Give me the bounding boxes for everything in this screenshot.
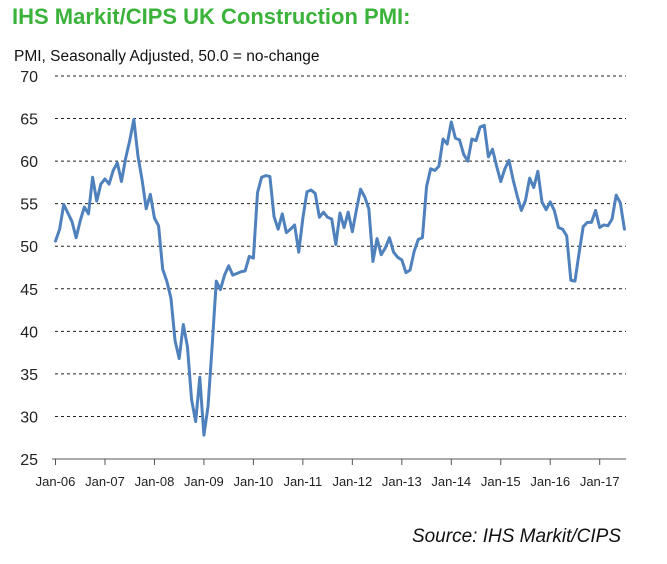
- series-line-pmi: [54, 117, 626, 437]
- chart-title: IHS Markit/CIPS UK Construction PMI:: [12, 4, 411, 29]
- y-tick-label-55: 55: [20, 197, 38, 214]
- y-tick-label-50: 50: [20, 239, 38, 256]
- x-tick-label-Jan-14: Jan-14: [431, 474, 471, 489]
- x-tick-label-Jan-08: Jan-08: [135, 474, 175, 489]
- y-tick-label-25: 25: [20, 452, 38, 469]
- x-tick-label-Jan-16: Jan-16: [530, 474, 570, 489]
- x-tick-label-Jan-07: Jan-07: [85, 474, 125, 489]
- series-layer: [54, 117, 626, 437]
- x-tick-label-Jan-12: Jan-12: [332, 474, 372, 489]
- x-tick-label-Jan-06: Jan-06: [36, 474, 76, 489]
- y-tick-label-30: 30: [20, 409, 38, 426]
- x-tick-label-Jan-10: Jan-10: [234, 474, 274, 489]
- y-tick-labels: 25 30 35 40 45 50 55 60 65 70: [20, 69, 38, 469]
- grid-lines: [55, 75, 626, 417]
- y-tick-label-45: 45: [20, 282, 38, 299]
- x-tick-label-Jan-13: Jan-13: [382, 474, 422, 489]
- x-tick-label-Jan-15: Jan-15: [481, 474, 521, 489]
- chart-subtitle: PMI, Seasonally Adjusted, 50.0 = no-chan…: [14, 48, 320, 65]
- y-tick-label-60: 60: [20, 154, 38, 171]
- y-tick-label-70: 70: [20, 69, 38, 86]
- y-tick-label-65: 65: [20, 112, 38, 129]
- x-tick-label-Jan-11: Jan-11: [283, 474, 322, 489]
- x-tick-labels: Jan-06 Jan-07 Jan-08 Jan-09 Jan-10 Jan-11 Jan-…: [36, 474, 620, 489]
- source-note: Source: IHS Markit/CIPS: [411, 526, 621, 547]
- y-tick-label-40: 40: [20, 324, 38, 341]
- x-tick-label-Jan-09: Jan-09: [184, 474, 224, 489]
- x-tick-label-Jan-17: Jan-17: [580, 474, 620, 489]
- axes: [52, 458, 626, 465]
- y-tick-label-35: 35: [20, 367, 38, 384]
